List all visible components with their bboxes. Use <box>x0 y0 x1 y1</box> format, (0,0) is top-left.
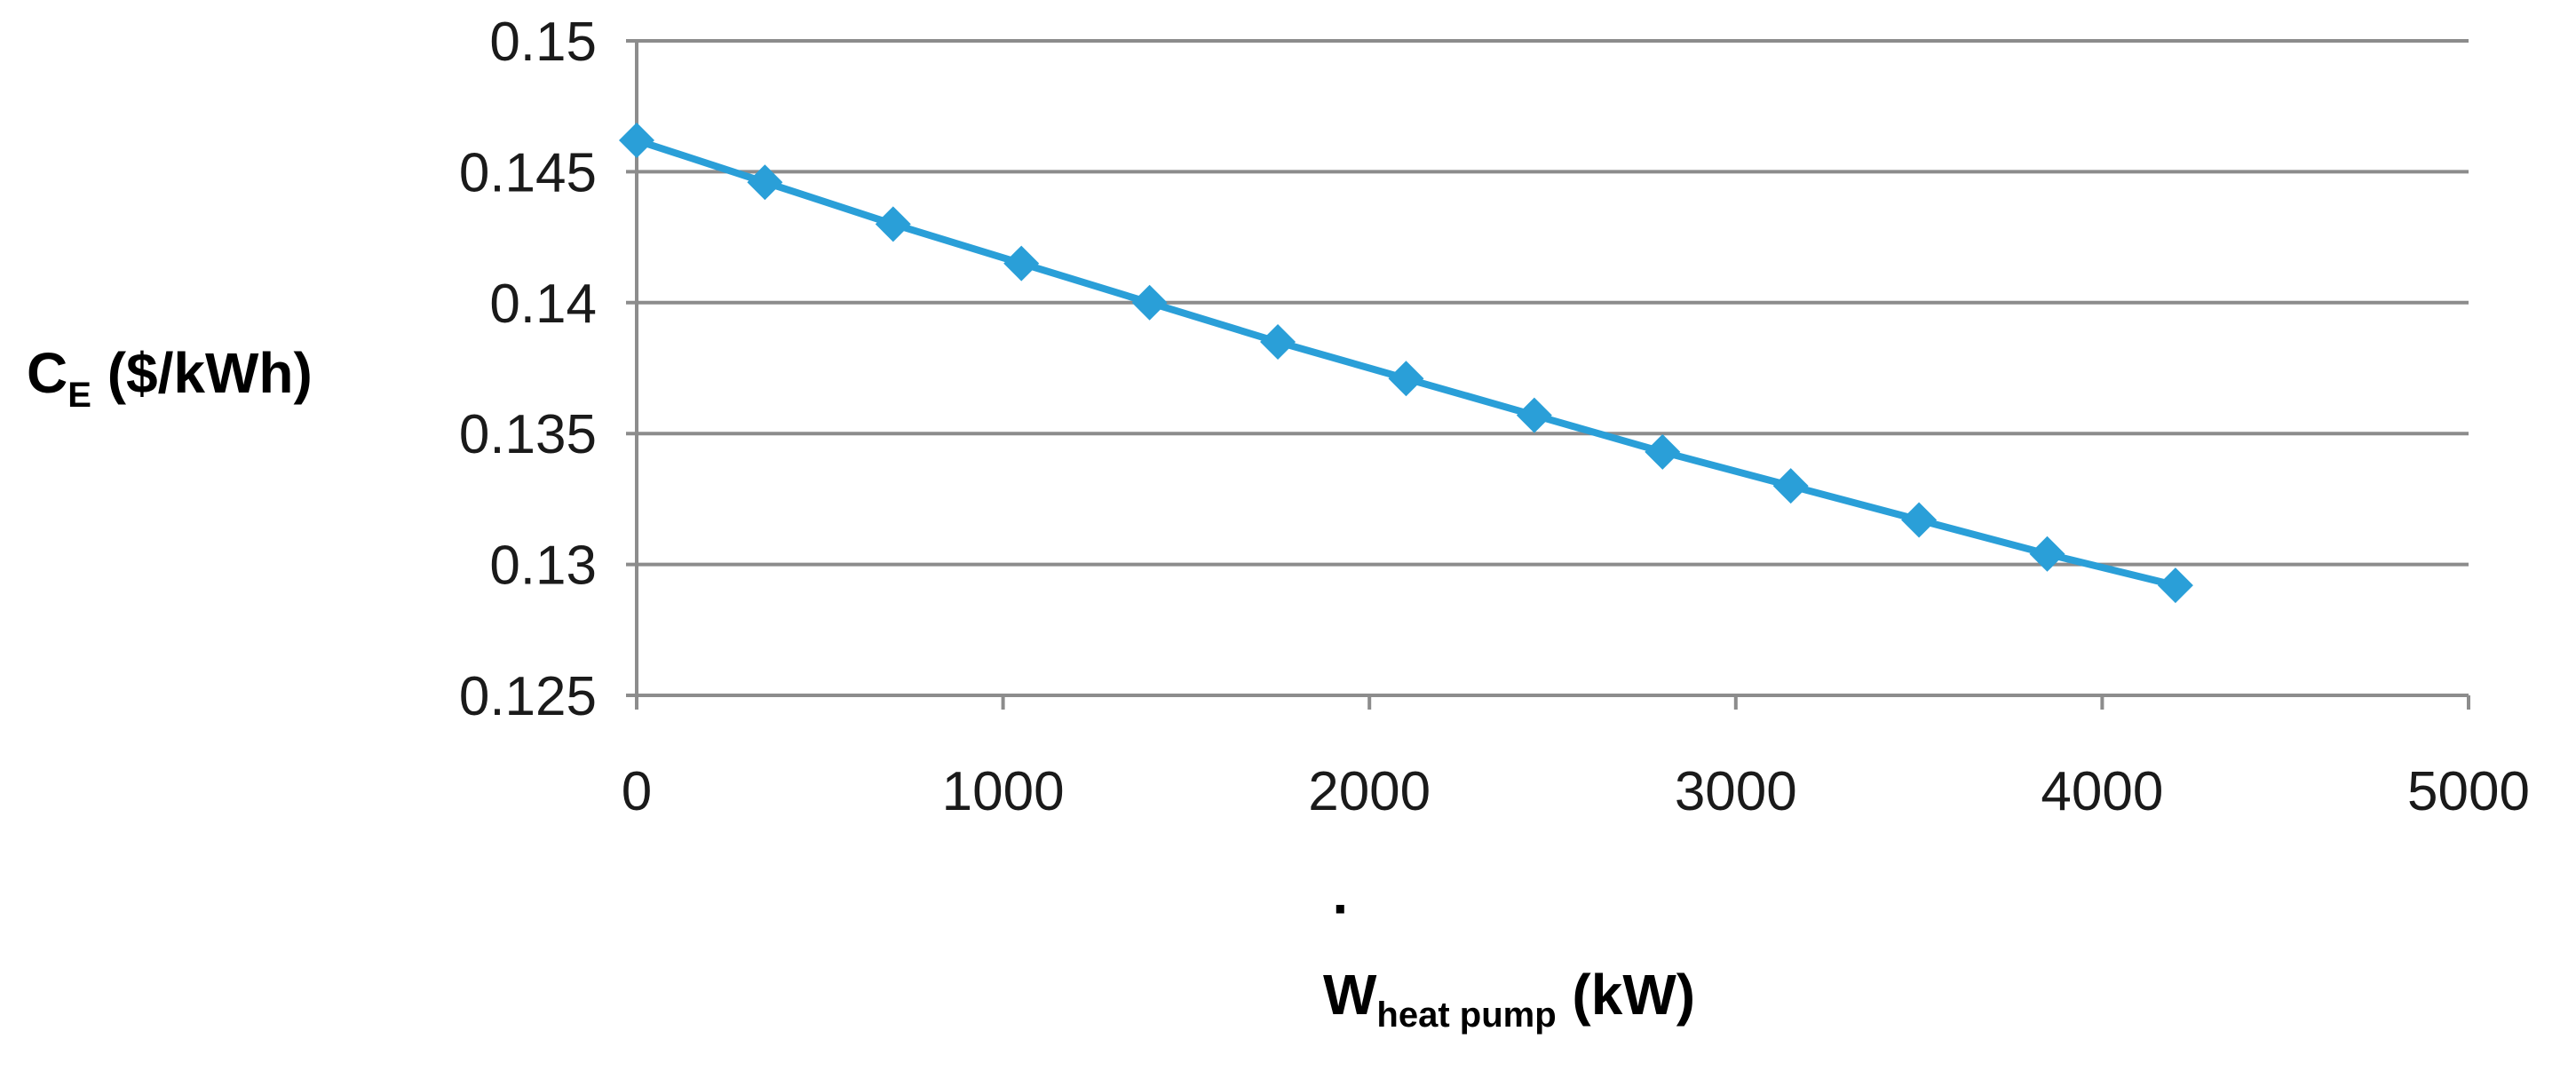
y-tick-label: 0.15 <box>489 12 597 73</box>
data-point-marker <box>2029 536 2065 572</box>
grid-lines <box>626 39 2469 697</box>
data-point-marker <box>1260 324 1296 361</box>
x-axis-title-sub: heat pump <box>1376 996 1556 1035</box>
x-axis-title-accent: · <box>1332 877 1351 940</box>
data-point-marker <box>1901 502 1938 538</box>
y-tick-labels: 0.125 0.13 0.135 0.14 0.145 0.15 <box>459 12 597 727</box>
x-axis-title-main: W <box>1323 963 1377 1027</box>
x-axis-title: Wheat pump (kW) <box>1323 963 1695 1035</box>
x-tick-label: 2000 <box>1308 761 1431 822</box>
y-tick-label: 0.14 <box>489 274 597 335</box>
y-axis-title-unit: ($/kWh) <box>91 341 313 405</box>
y-tick-label: 0.135 <box>459 404 597 465</box>
data-point-marker <box>1772 468 1809 504</box>
x-tick-label: 1000 <box>942 761 1065 822</box>
data-point-marker <box>1516 397 1552 433</box>
x-axis-title-unit: (kW) <box>1557 963 1695 1027</box>
data-point-marker <box>1645 433 1681 470</box>
data-point-marker <box>1388 361 1424 397</box>
x-tick-labels: 0 1000 2000 3000 4000 5000 <box>622 761 2530 822</box>
y-axis-title-sub: E <box>67 376 91 415</box>
x-tick-label: 3000 <box>1675 761 1797 822</box>
data-point-marker <box>1003 245 1040 282</box>
x-tick-label: 0 <box>622 761 652 822</box>
x-tick-label: 5000 <box>2407 761 2530 822</box>
y-tick-label: 0.145 <box>459 142 597 203</box>
data-point-marker <box>1131 284 1168 321</box>
y-tick-label: 0.13 <box>489 536 597 597</box>
data-point-marker <box>747 164 783 201</box>
data-point-marker <box>875 206 911 242</box>
y-axis-title-main: C <box>27 341 67 405</box>
series-group <box>619 123 2193 604</box>
data-point-marker <box>619 123 654 159</box>
x-tick-label: 4000 <box>2041 761 2163 822</box>
y-tick-label: 0.125 <box>459 666 597 727</box>
axes <box>635 41 2470 710</box>
data-point-marker <box>2157 567 2193 604</box>
y-axis-title: CE ($/kWh) <box>27 341 313 415</box>
